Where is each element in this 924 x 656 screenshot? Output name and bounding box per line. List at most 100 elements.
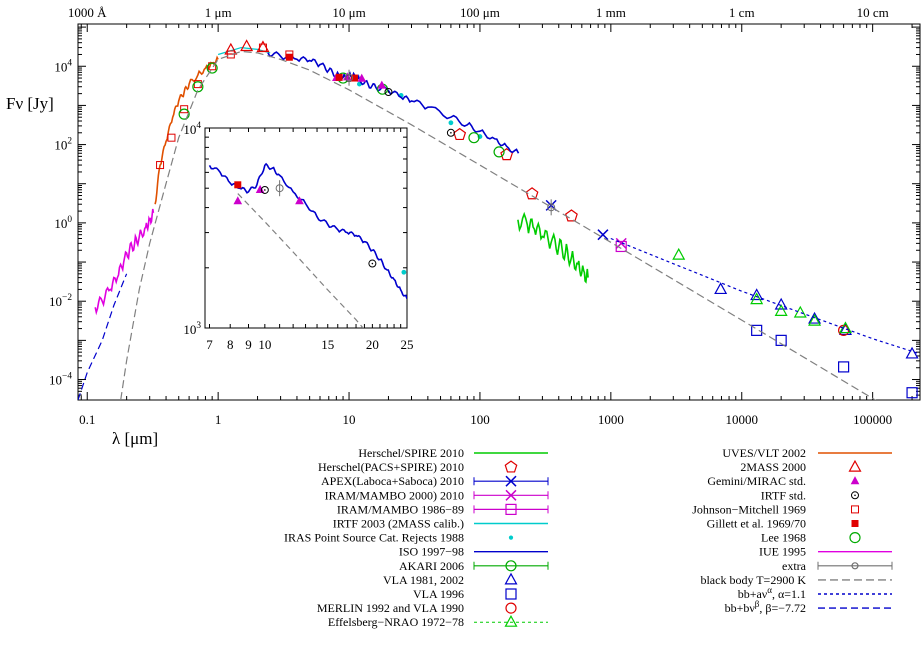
legend-sample-marker: [504, 460, 518, 473]
legend-label: VLA 1981, 2002: [383, 573, 464, 587]
series-effelsberg-nrao-1972-78-point: [808, 313, 822, 326]
series-irtf-std-point-center: [387, 91, 390, 93]
series-johnson-mitchell-1969-point: [167, 133, 176, 142]
inset-point: [233, 196, 243, 205]
plot-frame: [77, 23, 921, 401]
x-top-tick-label: 1 cm: [729, 5, 755, 20]
legend-label: IRAM/MAMBO 2000) 2010: [325, 488, 464, 502]
inset-x-tick-label: 25: [401, 337, 414, 352]
x-top-tick-label: 10 cm: [857, 5, 889, 20]
series-apex-laboca-saboca-2010-point-stroke: [597, 229, 609, 241]
series-iras-point-source-cat-rejects-1988-point: [448, 120, 454, 126]
x-tick-label: 10: [343, 412, 356, 427]
legend-sample-marker: [851, 562, 859, 570]
legend-sample-marker: [508, 535, 514, 540]
legend-sample-marker: [505, 588, 517, 600]
legend-label: bb+aνα, α=1.1: [738, 585, 806, 601]
legend-label: IRTF std.: [761, 488, 806, 502]
inset-data: [208, 162, 407, 328]
series-gemini-mirac-std-point: [357, 73, 367, 82]
legend-sample-marker: [849, 531, 861, 544]
series-vla-1996-point: [775, 334, 787, 346]
x-tick-label: 1: [215, 412, 222, 427]
series-akari-2006-point: [468, 132, 480, 144]
series-irtf-std-point: [384, 88, 393, 97]
inset-point: [401, 269, 407, 275]
inset-point: [275, 184, 284, 193]
legend-label: ISO 1997−98: [399, 545, 464, 559]
inset-x-tick-label: 10: [258, 337, 271, 352]
series-gillett-et-al-1969-70-point: [335, 73, 343, 81]
legend-label: extra: [782, 559, 807, 573]
legend-sample-marker: [851, 505, 859, 514]
inset-x-tick-label: 15: [321, 337, 334, 352]
legend-sample-marker-stroke: [505, 475, 517, 487]
series-extra-point: [345, 73, 354, 82]
x-top-tick-label: 10 μm: [332, 5, 365, 20]
series-johnson-mitchell-1969-point: [258, 43, 267, 52]
inset-point: [260, 185, 269, 194]
series-irtf-std-point: [446, 128, 455, 137]
inset-x-tick-label: 9: [245, 337, 252, 352]
series-gillett-et-al-1969-70-point: [350, 74, 358, 82]
series-gillett-et-al-1969-70-point: [285, 53, 293, 61]
series-black-body-t-2900-k: [120, 50, 877, 400]
legend-sample-marker: [505, 560, 517, 572]
legend-label: 2MASS 2000: [740, 460, 806, 474]
legend-sample-marker: [504, 572, 518, 585]
series-herschel-pacs-spire-2010-point: [565, 209, 578, 222]
y-tick-label: 10−4: [49, 372, 72, 388]
x-top-tick-label: 1000 Å: [68, 5, 107, 20]
series-vla-1996-point: [751, 324, 763, 336]
legend-label: UVES/VLT 2002: [722, 446, 806, 460]
inset-x-tick-label: 20: [366, 337, 379, 352]
legend-label: Gillett et al. 1969/70: [707, 517, 806, 531]
legend-label: AKARI 2006: [399, 559, 464, 573]
inset-point-center: [371, 262, 374, 265]
series-vla-1981-2002-point: [905, 346, 919, 359]
series-effelsberg-nrao-1972-78-point: [793, 305, 807, 318]
legend-label: Gemini/MIRAC std.: [707, 474, 806, 488]
y-tick-label: 104: [54, 58, 72, 74]
legend-sample-marker: [505, 503, 517, 515]
legend-sample-marker: [848, 459, 862, 472]
legend-label: Effelsberg−NRAO 1972−78: [328, 615, 464, 629]
inset-iso-spectrum: [208, 162, 407, 300]
inset-point-center: [264, 189, 266, 191]
series-vla-1981-2002-point: [808, 311, 822, 324]
inset-y-tick-label: 103: [183, 321, 201, 337]
legend-label: Lee 1968: [761, 531, 806, 545]
legend-sample-marker: [851, 520, 859, 527]
series-herschel-pacs-spire-2010-point: [525, 187, 539, 200]
x-top-tick-label: 1 μm: [205, 5, 232, 20]
x-top-tick-label: 1 mm: [596, 5, 626, 20]
series-johnson-mitchell-1969-point: [156, 161, 165, 170]
series-vla-1996-point: [906, 387, 918, 399]
legend-label: MERLIN 1992 and VLA 1990: [317, 601, 464, 615]
inset-blackbody-line: [237, 193, 364, 328]
series-vla-1981-2002-point: [714, 282, 728, 295]
legend-sample-marker-stroke: [505, 489, 517, 501]
main-data: [78, 39, 920, 400]
series-iue-1995: [94, 208, 155, 316]
inset-y-tick-label: 104: [183, 121, 201, 137]
legend-sample-marker: [850, 476, 860, 485]
legend-label: IRAM/MAMBO 1986−89: [337, 502, 464, 516]
series-irtf-std-point-center: [450, 131, 452, 134]
series-lee-1968-point: [206, 62, 218, 74]
inset-point: [234, 181, 242, 189]
legend-label: VLA 1996: [413, 587, 464, 601]
y-tick-label: 102: [54, 137, 72, 153]
legend-sample-marker: [851, 491, 859, 500]
series-iram-mambo-1986-89-point: [615, 240, 627, 253]
series-vla-1981-2002-point: [774, 297, 788, 310]
legend-label: APEX(Laboca+Saboca) 2010: [321, 474, 464, 488]
inset-x-tick-label: 8: [227, 337, 234, 352]
series-vla-1981-2002-point: [750, 288, 764, 301]
series-herschel-spire-2010: [517, 211, 589, 284]
x-tick-label: 10000: [725, 412, 758, 427]
x-axis-label: λ [μm]: [112, 429, 158, 448]
inset-x-tick-label: 7: [206, 337, 213, 352]
legend-sample-marker: [504, 614, 518, 627]
